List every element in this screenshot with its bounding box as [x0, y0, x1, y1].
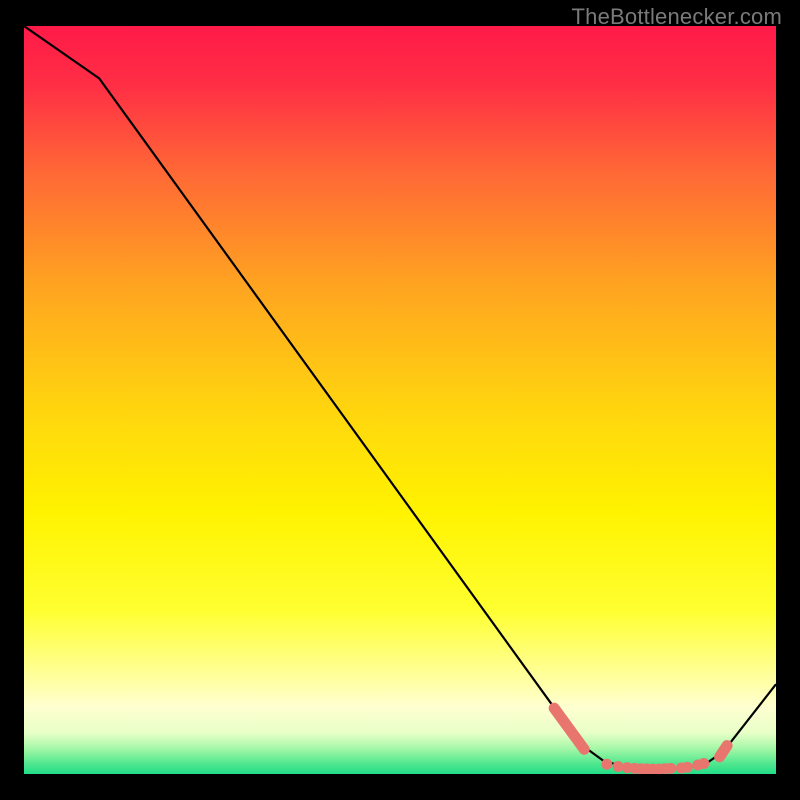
chart-container: TheBottlenecker.com	[0, 0, 800, 800]
marker-capsule	[720, 746, 728, 757]
plot-frame	[24, 26, 776, 774]
marker-dot	[601, 759, 612, 770]
bottleneck-chart	[24, 26, 776, 774]
marker-dot	[665, 763, 676, 774]
marker-dot	[698, 758, 709, 769]
gradient-background	[24, 26, 776, 774]
marker-dot	[682, 762, 693, 773]
